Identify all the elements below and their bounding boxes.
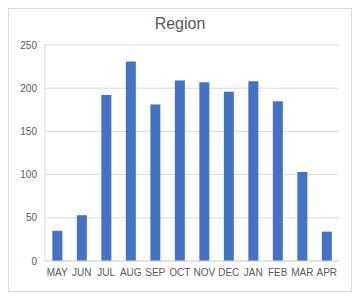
svg-text:100: 100 bbox=[20, 169, 37, 180]
html-text:Region: Region bbox=[154, 15, 206, 32]
svg-text:MAR: MAR bbox=[291, 267, 313, 278]
svg-text:150: 150 bbox=[20, 126, 37, 137]
svg-text:SEP: SEP bbox=[145, 267, 165, 278]
svg-text:APR: APR bbox=[316, 267, 337, 278]
svg-text:OCT: OCT bbox=[169, 267, 190, 278]
svg-text:250: 250 bbox=[20, 40, 37, 51]
svg-text:0: 0 bbox=[31, 256, 37, 267]
svg-text:DEC: DEC bbox=[218, 267, 239, 278]
svg-text:AUG: AUG bbox=[120, 267, 142, 278]
svg-text:200: 200 bbox=[20, 83, 37, 94]
svg-text:FEB: FEB bbox=[268, 267, 288, 278]
svg-text:50: 50 bbox=[26, 212, 38, 223]
svg-text:MAY: MAY bbox=[47, 267, 68, 278]
svg-text:JUN: JUN bbox=[72, 267, 91, 278]
svg-text:NOV: NOV bbox=[193, 267, 215, 278]
svg-text:JAN: JAN bbox=[244, 267, 263, 278]
svg-text:JUL: JUL bbox=[97, 267, 115, 278]
